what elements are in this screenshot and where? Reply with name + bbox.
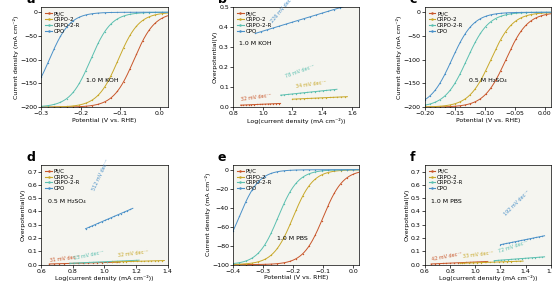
Y-axis label: Overpotential(V): Overpotential(V) xyxy=(21,189,26,241)
Text: 78 mV dec⁻¹: 78 mV dec⁻¹ xyxy=(285,64,316,79)
Text: e: e xyxy=(218,151,226,164)
Text: 1.0 M PBS: 1.0 M PBS xyxy=(277,236,308,241)
Y-axis label: Current density (mA cm⁻²): Current density (mA cm⁻²) xyxy=(205,173,211,257)
X-axis label: Potential (V vs. RHE): Potential (V vs. RHE) xyxy=(455,118,520,123)
X-axis label: Potential (V vs. RHE): Potential (V vs. RHE) xyxy=(72,118,137,123)
Text: a: a xyxy=(26,0,35,7)
X-axis label: Potential (V vs. RHE): Potential (V vs. RHE) xyxy=(264,275,328,280)
Y-axis label: Overpotential(V): Overpotential(V) xyxy=(405,189,410,241)
X-axis label: Log(current density (mA cm⁻²)): Log(current density (mA cm⁻²)) xyxy=(439,275,537,281)
Legend: Pt/C, CRPO-2, CRPO-2-R, CPO: Pt/C, CRPO-2, CRPO-2-R, CPO xyxy=(429,169,464,191)
X-axis label: Log(current density (mA cm⁻²)): Log(current density (mA cm⁻²)) xyxy=(247,118,346,124)
Text: c: c xyxy=(410,0,417,7)
Text: 42 mV dec⁻¹: 42 mV dec⁻¹ xyxy=(431,251,462,262)
Text: 53 mV dec⁻¹: 53 mV dec⁻¹ xyxy=(73,249,104,261)
Legend: Pt/C, CRPO-2, CRPO-2-R, CPO: Pt/C, CRPO-2, CRPO-2-R, CPO xyxy=(45,169,80,191)
Text: 31 mV dec⁻¹: 31 mV dec⁻¹ xyxy=(49,254,81,263)
Y-axis label: Current density (mA cm⁻²): Current density (mA cm⁻²) xyxy=(13,16,19,99)
Legend: Pt/C, CRPO-2, CRPO-2-R, CPO: Pt/C, CRPO-2, CRPO-2-R, CPO xyxy=(237,169,272,191)
Text: d: d xyxy=(26,151,35,164)
Legend: Pt/C, CRPO-2, CRPO-2-R, CPO: Pt/C, CRPO-2, CRPO-2-R, CPO xyxy=(429,11,464,34)
Text: b: b xyxy=(218,0,227,7)
X-axis label: Log(current density (mA cm⁻²)): Log(current density (mA cm⁻²)) xyxy=(55,275,153,281)
Text: 32 mV dec⁻¹: 32 mV dec⁻¹ xyxy=(241,93,272,102)
Text: 0.5 M H₂SO₄: 0.5 M H₂SO₄ xyxy=(469,78,507,83)
Text: 1.0 M KOH: 1.0 M KOH xyxy=(86,78,118,83)
Text: 72 mV dec⁻¹: 72 mV dec⁻¹ xyxy=(498,240,529,254)
Text: 0.5 M H₂SO₄: 0.5 M H₂SO₄ xyxy=(47,199,86,204)
Text: 226 mV dec⁻¹: 226 mV dec⁻¹ xyxy=(270,0,296,23)
Text: 33 mV dec⁻¹: 33 mV dec⁻¹ xyxy=(463,251,493,259)
Text: 512 mV dec⁻¹: 512 mV dec⁻¹ xyxy=(92,159,111,192)
Legend: Pt/C, CRPO-2, CRPO-2-R, CPO: Pt/C, CRPO-2, CRPO-2-R, CPO xyxy=(237,11,272,34)
Text: 1.0 M PBS: 1.0 M PBS xyxy=(431,199,462,204)
Legend: Pt/C, CRPO-2, CRPO-2-R, CPO: Pt/C, CRPO-2, CRPO-2-R, CPO xyxy=(45,11,80,34)
Text: 34 mV dec⁻¹: 34 mV dec⁻¹ xyxy=(295,80,327,89)
Text: 192 mV dec⁻¹: 192 mV dec⁻¹ xyxy=(503,189,530,217)
Text: 1.0 M KOH: 1.0 M KOH xyxy=(240,41,272,46)
Text: 32 mV dec⁻¹: 32 mV dec⁻¹ xyxy=(117,249,148,258)
Y-axis label: Overpotential(V): Overpotential(V) xyxy=(213,31,217,83)
Y-axis label: Current density (mA cm⁻²): Current density (mA cm⁻²) xyxy=(396,16,402,99)
Text: f: f xyxy=(410,151,415,164)
